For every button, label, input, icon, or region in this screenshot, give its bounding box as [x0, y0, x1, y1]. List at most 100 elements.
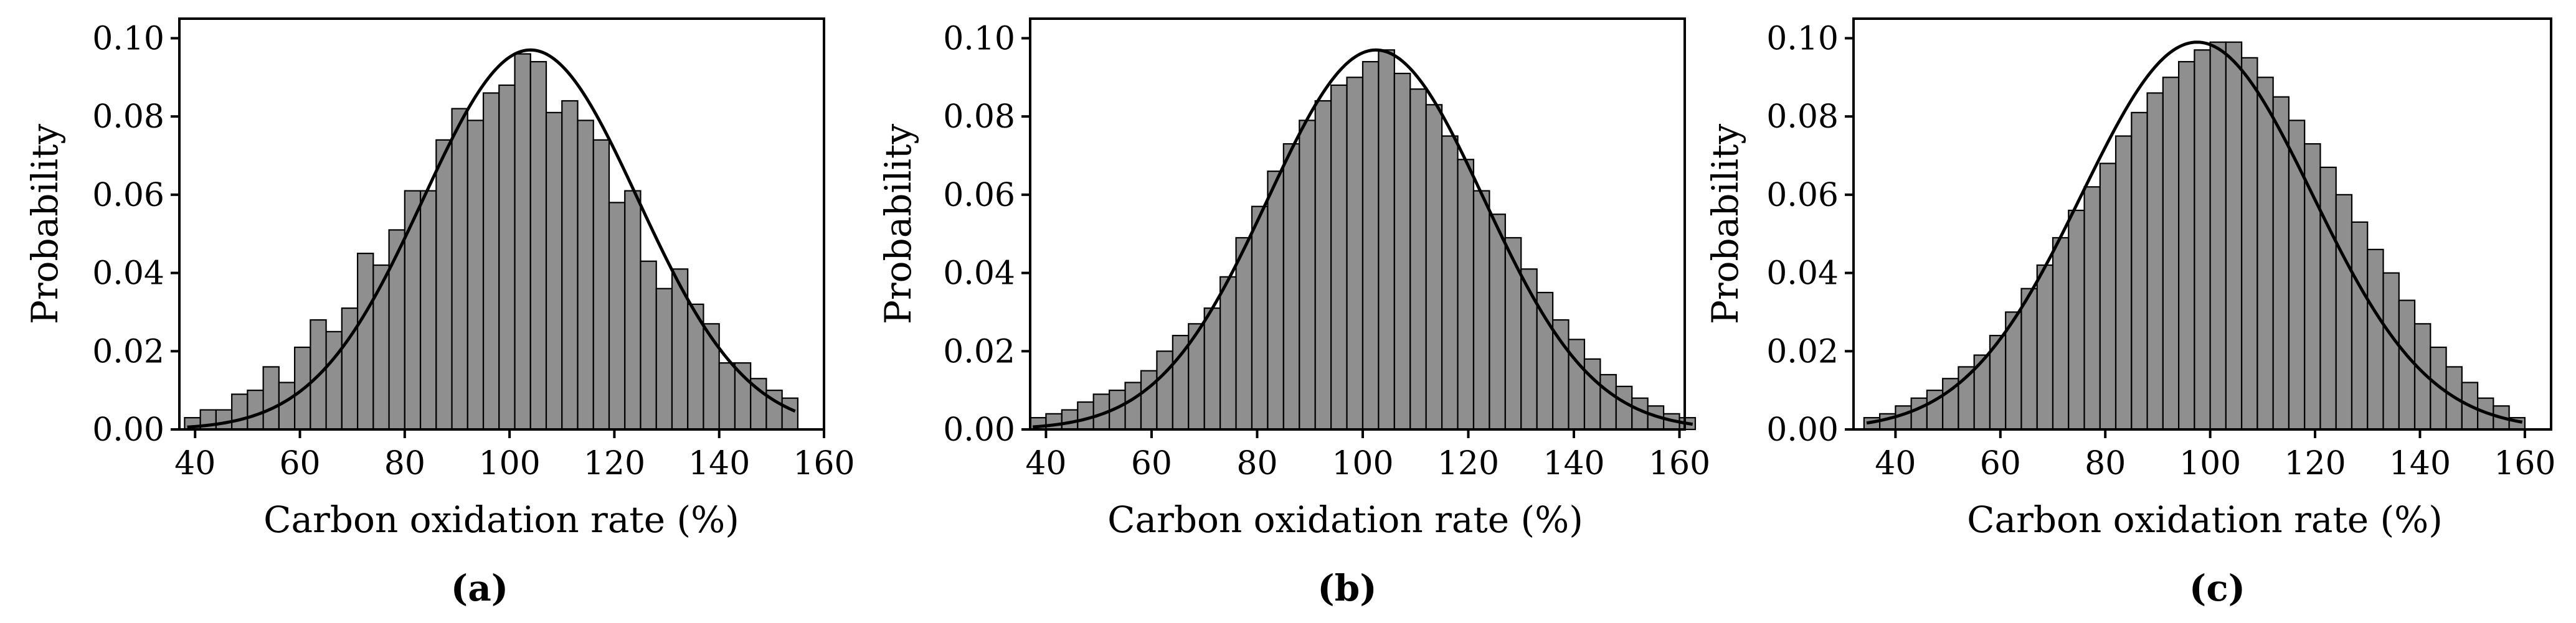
bar-b-16 — [1282, 143, 1300, 431]
bar-a-26 — [592, 139, 610, 431]
y-tick-label-b-0: 0.00 — [943, 411, 1015, 449]
bar-c-2 — [1895, 405, 1912, 431]
x-tick-label-b-3: 100 — [1332, 445, 1393, 482]
x-tick-label-a-3: 100 — [478, 445, 540, 482]
bar-c-20 — [2178, 61, 2195, 431]
bar-c-10 — [2020, 288, 2038, 431]
fit-curve-b — [1033, 48, 1693, 429]
x-tick-label-a-1: 60 — [279, 445, 320, 482]
bar-a-5 — [262, 366, 280, 431]
bar-a-13 — [388, 229, 405, 431]
bar-a-29 — [640, 260, 657, 431]
y-tick-label-c-1: 0.02 — [1766, 333, 1839, 370]
bar-c-34 — [2398, 299, 2416, 431]
bar-b-37 — [1615, 385, 1633, 431]
bar-b-11 — [1203, 307, 1221, 431]
panel-c: 0.00 0.02 0.04 0.06 0.08 0.10 40 60 80 100 120 140… — [1704, 17, 2556, 609]
bar-c-32 — [2367, 248, 2384, 431]
y-tick-label-c-0: 0.00 — [1766, 411, 1839, 449]
bar-a-6 — [278, 382, 296, 431]
bar-b-30 — [1504, 237, 1522, 431]
bar-c-23 — [2225, 41, 2243, 431]
x-tick-label-c-0: 40 — [1875, 445, 1916, 482]
fit-curve-c — [1866, 40, 2523, 425]
x-tick-label-b-4: 120 — [1437, 445, 1499, 482]
bar-c-29 — [2319, 166, 2337, 431]
bar-a-21 — [514, 53, 531, 431]
y-tick-label-a-3: 0.06 — [92, 177, 164, 214]
bar-b-26 — [1441, 135, 1459, 431]
bars-b — [1029, 49, 1697, 431]
bar-b-3 — [1077, 401, 1094, 431]
y-tick-label-b-3: 0.06 — [943, 177, 1015, 214]
y-axis-label-c: Probability — [1704, 124, 1746, 324]
y-tick-label-b-1: 0.02 — [943, 333, 1015, 370]
bar-b-33 — [1552, 319, 1570, 431]
bar-b-14 — [1251, 205, 1269, 431]
x-tick-label-b-0: 40 — [1025, 445, 1066, 482]
x-tick-label-b-6: 160 — [1649, 445, 1710, 482]
bar-a-30 — [655, 288, 673, 431]
bar-c-3 — [1910, 397, 1928, 431]
bar-b-21 — [1361, 61, 1380, 431]
y-tick-label-a-4: 0.08 — [92, 98, 164, 136]
bar-a-38 — [781, 397, 799, 431]
bar-a-28 — [624, 190, 642, 431]
bar-a-14 — [404, 190, 422, 431]
x-tick-label-b-5: 140 — [1543, 445, 1604, 482]
bar-c-16 — [2114, 135, 2133, 431]
bar-b-8 — [1156, 350, 1173, 431]
bar-a-23 — [545, 111, 563, 431]
bar-c-15 — [2099, 162, 2117, 431]
bar-c-13 — [2068, 209, 2085, 431]
x-axis-label-b: Carbon oxidation rate (%) — [1107, 499, 1583, 541]
bar-c-24 — [2241, 57, 2258, 431]
bar-b-28 — [1472, 190, 1490, 431]
bar-b-36 — [1599, 373, 1617, 431]
y-tick-label-c-4: 0.08 — [1766, 98, 1839, 136]
x-ticks-a: 40 60 80 100 120 140 160 — [174, 429, 855, 482]
bar-a-24 — [561, 100, 579, 431]
bar-b-18 — [1314, 100, 1332, 431]
bar-b-27 — [1457, 159, 1475, 431]
bar-b-20 — [1346, 77, 1364, 431]
y-axis-label-b: Probability — [877, 124, 919, 324]
bar-a-19 — [482, 92, 500, 431]
y-ticks-a: 0.00 0.02 0.04 0.06 0.08 0.10 — [92, 20, 179, 449]
bar-a-11 — [356, 253, 374, 431]
bar-b-25 — [1425, 104, 1443, 431]
bar-b-12 — [1219, 276, 1237, 431]
bar-c-18 — [2146, 92, 2164, 431]
bar-a-17 — [451, 108, 468, 431]
bar-c-11 — [2036, 264, 2054, 431]
bar-c-27 — [2288, 119, 2306, 431]
bar-a-9 — [325, 330, 343, 431]
bar-c-26 — [2272, 96, 2290, 431]
y-ticks-b: 0.00 0.02 0.04 0.06 0.08 0.10 — [943, 20, 1030, 449]
bars-a — [184, 53, 799, 431]
fit-curve-a — [187, 48, 796, 429]
y-tick-label-a-2: 0.04 — [92, 255, 164, 293]
x-tick-label-a-4: 120 — [584, 445, 645, 482]
bar-a-3 — [231, 393, 249, 431]
bar-b-7 — [1140, 370, 1158, 431]
bar-a-2 — [215, 409, 233, 431]
y-tick-label-c-2: 0.04 — [1766, 255, 1839, 293]
bar-b-2 — [1061, 409, 1079, 431]
bar-c-14 — [2083, 186, 2101, 431]
bar-c-17 — [2131, 111, 2148, 431]
bar-b-13 — [1235, 237, 1253, 431]
bar-c-25 — [2256, 77, 2274, 431]
caption-b: (b) — [1317, 567, 1376, 609]
bar-c-22 — [2209, 41, 2227, 431]
bar-a-12 — [372, 264, 390, 431]
bar-a-16 — [435, 139, 453, 431]
bar-a-22 — [529, 61, 547, 431]
x-ticks-c: 40 60 80 100 120 140 160 — [1875, 429, 2556, 482]
bar-b-22 — [1378, 49, 1395, 431]
bar-a-35 — [734, 362, 752, 431]
x-tick-label-a-0: 40 — [174, 445, 215, 482]
x-tick-label-b-1: 60 — [1131, 445, 1172, 482]
x-axis-label-a: Carbon oxidation rate (%) — [263, 499, 739, 541]
